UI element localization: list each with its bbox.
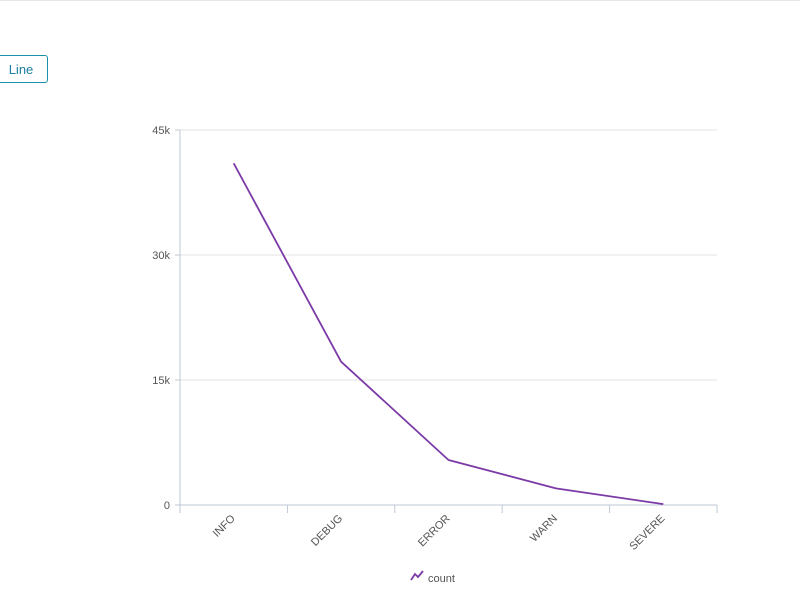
x-axis: INFO DEBUG ERROR WARN SEVERE [179, 504, 718, 553]
series-line-count [232, 162, 664, 506]
legend-label[interactable]: count [428, 573, 455, 585]
x-tick-label: ERROR [416, 513, 453, 550]
x-tick-label: DEBUG [309, 513, 345, 549]
legend-line-icon [410, 570, 424, 581]
legend[interactable]: count [410, 570, 455, 585]
y-tick-label: 15k [152, 375, 170, 387]
chart-type-button[interactable]: Line [0, 55, 48, 83]
y-tick-label: 30k [152, 250, 170, 262]
top-divider [0, 0, 800, 1]
x-tick-label: INFO [211, 512, 238, 539]
y-axis: 0 15k 30k 45k [152, 125, 181, 512]
x-tick-label: SEVERE [627, 513, 667, 553]
y-tick-label: 45k [152, 125, 170, 137]
y-tick-label: 0 [164, 500, 170, 512]
series-layer [232, 162, 664, 506]
x-tick-label: WARN [528, 513, 560, 545]
grid-lines [180, 129, 717, 381]
